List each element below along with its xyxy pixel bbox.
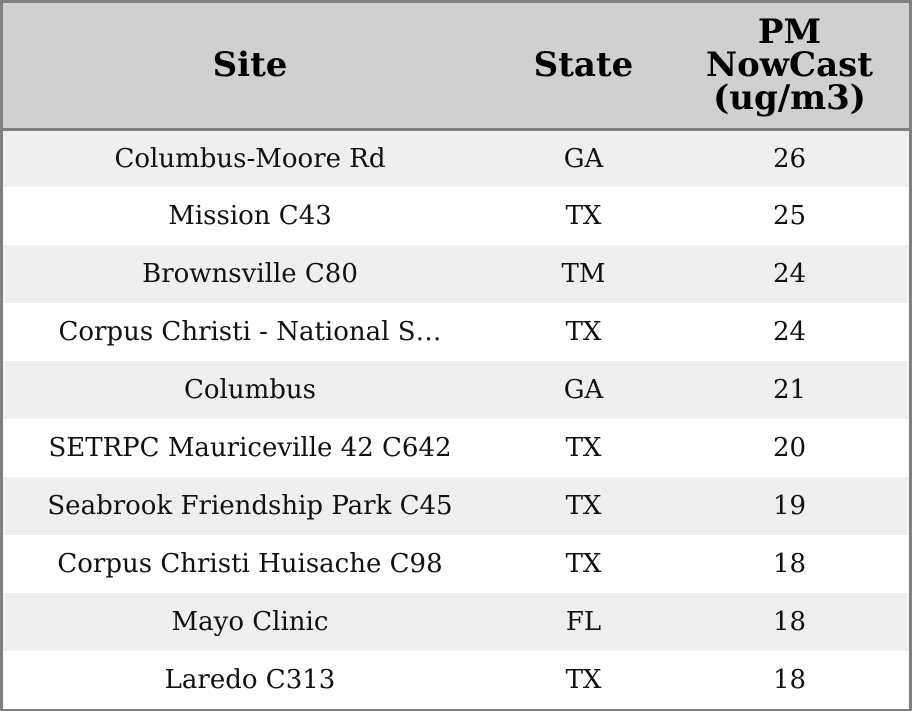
table-row: Columbus-Moore Rd GA 26	[3, 129, 909, 187]
table-row: Mayo Clinic FL 18	[3, 593, 909, 651]
table-row: Corpus Christi Huisache C98 TX 18	[3, 535, 909, 593]
table-row: Brownsville C80 TM 24	[3, 245, 909, 303]
table-header: Site State PM NowCast (ug/m3)	[3, 3, 909, 131]
pm-nowcast-table: Site State PM NowCast (ug/m3) Columbus-M…	[3, 3, 909, 709]
cell-site: Mayo Clinic	[3, 593, 497, 651]
table-row: Columbus GA 21	[3, 361, 909, 419]
cell-state: TX	[497, 419, 670, 477]
cell-pm-nowcast: 18	[670, 593, 909, 651]
cell-state: TX	[497, 477, 670, 535]
cell-site: Seabrook Friendship Park C45	[3, 477, 497, 535]
cell-site: Columbus-Moore Rd	[3, 129, 497, 187]
column-header-state[interactable]: State	[497, 3, 670, 131]
column-header-pm-line-3: (ug/m3)	[713, 78, 866, 118]
table-row: Seabrook Friendship Park C45 TX 19	[3, 477, 909, 535]
cell-pm-nowcast: 18	[670, 535, 909, 593]
cell-pm-nowcast: 19	[670, 477, 909, 535]
column-header-pm-nowcast[interactable]: PM NowCast (ug/m3)	[670, 3, 909, 131]
cell-pm-nowcast: 20	[670, 419, 909, 477]
cell-pm-nowcast: 24	[670, 303, 909, 361]
column-header-pm-line-1: PM	[757, 12, 822, 52]
cell-site: Mission C43	[3, 187, 497, 245]
cell-state: GA	[497, 361, 670, 419]
cell-state: TX	[497, 651, 670, 709]
cell-state: TM	[497, 245, 670, 303]
cell-pm-nowcast: 18	[670, 651, 909, 709]
cell-state: GA	[497, 129, 670, 187]
cell-site: Corpus Christi - National S…	[3, 303, 497, 361]
cell-state: TX	[497, 535, 670, 593]
table-row: SETRPC Mauriceville 42 C642 TX 20	[3, 419, 909, 477]
cell-pm-nowcast: 25	[670, 187, 909, 245]
column-header-pm-line-2: NowCast	[706, 45, 873, 85]
table-row: Corpus Christi - National S… TX 24	[3, 303, 909, 361]
cell-pm-nowcast: 21	[670, 361, 909, 419]
cell-state: TX	[497, 187, 670, 245]
cell-pm-nowcast: 26	[670, 129, 909, 187]
cell-site: Laredo C313	[3, 651, 497, 709]
cell-site: SETRPC Mauriceville 42 C642	[3, 419, 497, 477]
column-header-site[interactable]: Site	[3, 3, 497, 131]
cell-state: TX	[497, 303, 670, 361]
header-row: Site State PM NowCast (ug/m3)	[3, 3, 909, 131]
cell-site: Columbus	[3, 361, 497, 419]
cell-pm-nowcast: 24	[670, 245, 909, 303]
table-body: Columbus-Moore Rd GA 26 Mission C43 TX 25 Brow…	[3, 129, 909, 709]
table-row: Mission C43 TX 25	[3, 187, 909, 245]
table-row: Laredo C313 TX 18	[3, 651, 909, 709]
cell-state: FL	[497, 593, 670, 651]
cell-site: Corpus Christi Huisache C98	[3, 535, 497, 593]
cell-site: Brownsville C80	[3, 245, 497, 303]
